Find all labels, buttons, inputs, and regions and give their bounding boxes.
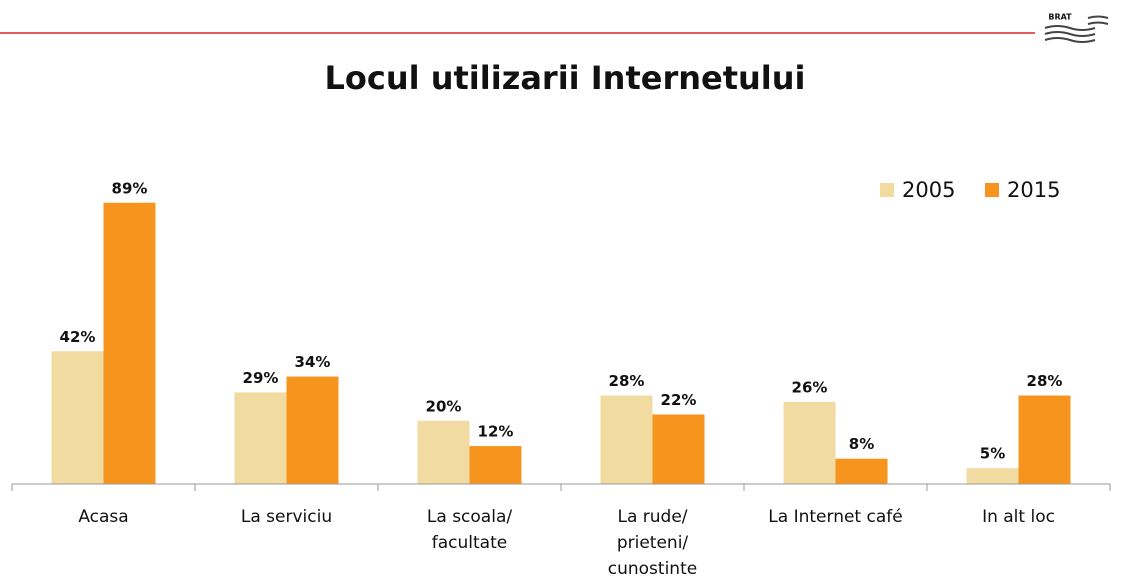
bar bbox=[783, 401, 836, 484]
bar bbox=[51, 351, 104, 484]
bar bbox=[1018, 395, 1071, 484]
value-label: 26% bbox=[792, 378, 828, 396]
legend-label: 2005 bbox=[902, 178, 955, 202]
bar bbox=[652, 414, 705, 484]
value-label: 8% bbox=[849, 435, 874, 453]
value-label: 42% bbox=[60, 328, 96, 346]
legend-label: 2015 bbox=[1007, 178, 1060, 202]
value-label: 29% bbox=[243, 369, 279, 387]
logo-text: BRAT bbox=[1048, 13, 1072, 22]
logo: BRAT bbox=[1044, 13, 1109, 43]
logo-waves bbox=[1044, 15, 1109, 43]
bar bbox=[103, 202, 156, 484]
value-label: 20% bbox=[426, 397, 462, 415]
chart-title: Locul utilizarii Internetului bbox=[324, 59, 805, 97]
bar bbox=[234, 392, 287, 484]
bar bbox=[600, 395, 653, 484]
x-tick-label: La rude/ bbox=[617, 507, 687, 527]
value-label: 12% bbox=[478, 423, 514, 441]
x-tick-label: La serviciu bbox=[241, 507, 332, 527]
value-label: 5% bbox=[980, 445, 1005, 463]
bar bbox=[966, 468, 1019, 484]
x-tick-label: Acasa bbox=[78, 507, 128, 527]
bar bbox=[417, 420, 470, 484]
value-label: 89% bbox=[112, 179, 148, 197]
legend-swatch bbox=[985, 183, 999, 197]
value-label: 34% bbox=[295, 353, 331, 371]
x-tick-label: prieteni/ bbox=[617, 533, 689, 553]
legend-swatch bbox=[880, 183, 894, 197]
bar bbox=[469, 446, 522, 484]
x-tick-label: La scoala/ bbox=[427, 507, 512, 527]
x-tick-label: La Internet café bbox=[768, 507, 902, 527]
value-label: 28% bbox=[609, 372, 645, 390]
value-label: 28% bbox=[1027, 372, 1063, 390]
x-tick-label: In alt loc bbox=[982, 507, 1055, 527]
x-tick-label: facultate bbox=[432, 533, 507, 553]
bar bbox=[835, 458, 888, 484]
bar bbox=[286, 376, 339, 484]
x-tick-label: cunostinte bbox=[608, 559, 697, 577]
value-label: 22% bbox=[661, 391, 697, 409]
